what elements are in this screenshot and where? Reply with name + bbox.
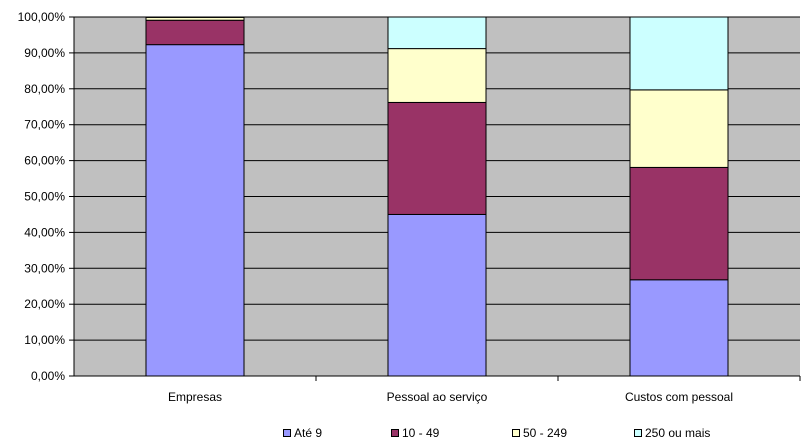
y-tick-labels: 0,00% 10,00% 20,00% 30,00% 40,00% 50,00% 60,00… [18,10,66,383]
y-tick-label: 80,00% [24,82,65,96]
legend-item: Até 9 [283,426,322,440]
bar-segment [629,16,729,91]
legend: Até 9 10 - 49 50 - 249 250 ou mais [0,426,806,444]
legend-label: Até 9 [294,426,323,440]
y-tick-label: 60,00% [24,154,65,168]
bar-segment [145,44,245,377]
legend-item: 10 - 49 [391,426,439,440]
legend-swatch [391,429,399,437]
x-tick-labels: Empresas Pessoal ao serviço Custos com pes… [168,390,733,404]
y-tick-label: 20,00% [24,297,65,311]
legend-swatch [283,429,291,437]
bars [145,16,729,377]
legend-item: 50 - 249 [512,426,567,440]
x-tick-label: Custos com pessoal [625,390,733,404]
bar-segment [629,279,729,377]
legend-label: 250 ou mais [645,426,711,440]
bar-segment [387,101,487,215]
legend-swatch [634,429,642,437]
bar-segment [387,213,487,377]
y-tick-label: 40,00% [24,225,65,239]
y-tick-label: 70,00% [24,118,65,132]
bar-segment [629,166,729,281]
bar-segment [145,19,245,46]
bar-segment [387,48,487,103]
legend-label: 10 - 49 [402,426,440,440]
y-tick-label: 100,00% [18,10,66,24]
bar-segment [387,16,487,50]
axes [69,16,801,381]
y-tick-label: 10,00% [24,333,65,347]
y-tick-label: 50,00% [24,190,65,204]
legend-item: 250 ou mais [634,426,710,440]
y-tick-label: 30,00% [24,261,65,275]
bar-segment [629,89,729,168]
legend-swatch [512,429,520,437]
x-tick-label: Pessoal ao serviço [387,390,488,404]
y-tick-label: 0,00% [31,369,65,383]
legend-label: 50 - 249 [523,426,568,440]
y-tick-label: 90,00% [24,46,65,60]
x-tick-label: Empresas [168,390,222,404]
